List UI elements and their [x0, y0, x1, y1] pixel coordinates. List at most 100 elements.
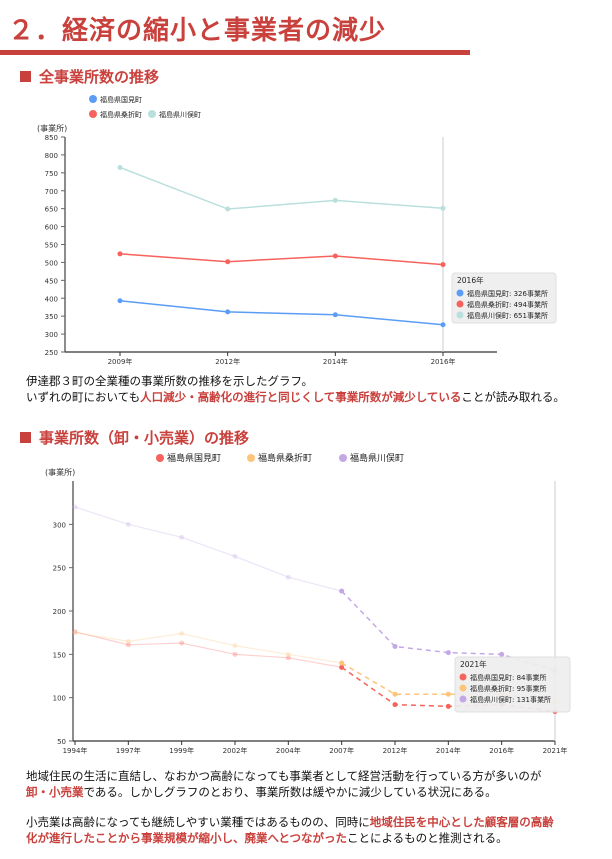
data-point	[72, 504, 78, 510]
legend-label: 福島県桑折町	[258, 452, 312, 464]
data-point	[339, 664, 345, 670]
section-heading-all: 全事業所数の推移	[20, 66, 159, 87]
tooltip-box	[454, 656, 571, 713]
section-heading-retail: 事業所数（卸・小売業）の推移	[20, 427, 249, 448]
y-axis-label: (事業所)	[37, 123, 67, 133]
y-axis-label: (事業所)	[45, 467, 75, 477]
tooltip-row: 福島県国見町: 84事業所	[470, 673, 547, 682]
para-text: である。しかしグラフのとおり、事業所数は緩やかに減少している状況にある。	[83, 785, 497, 799]
tooltip-box	[451, 272, 557, 324]
para-highlight: 人口減少・高齢化の進行と同じくして事業所数が減少している	[140, 390, 462, 404]
para-line: 伊達郡３町の全業種の事業所数の推移を示したグラフ。	[26, 374, 314, 388]
y-tick-label: 800	[45, 152, 58, 160]
y-tick-label: 500	[45, 259, 58, 267]
data-point	[339, 660, 345, 666]
y-tick-label: 300	[53, 521, 66, 529]
data-point	[332, 312, 338, 318]
data-point	[392, 702, 398, 708]
y-tick-label: 850	[45, 134, 58, 142]
legend-marker	[89, 110, 97, 118]
para-highlight: 化が進行したことから事業規模が縮小し、廃業へとつながった	[26, 831, 347, 845]
data-point	[285, 655, 291, 661]
data-point	[179, 534, 185, 540]
legend-label: 福島県国見町	[100, 95, 142, 104]
data-point	[445, 691, 451, 697]
legend-label: 福島県桑折町	[100, 110, 142, 119]
x-tick-label: 2007年	[329, 746, 354, 755]
data-point	[285, 574, 291, 580]
tooltip-row: 福島県国見町: 326事業所	[467, 289, 548, 298]
legend-marker	[247, 454, 255, 462]
tooltip-marker	[456, 311, 464, 319]
tooltip-title: 2016年	[457, 275, 484, 285]
square-bullet-icon	[20, 432, 31, 443]
section-heading-text: 事業所数（卸・小売業）の推移	[39, 429, 250, 447]
para-text: ことによるものと推測される。	[346, 831, 508, 845]
tooltip-marker	[459, 695, 467, 703]
section2-paragraph2: 小売業は高齢になっても継続しやすい業種ではあるものの、同時に地域住民を中心とした…	[26, 814, 554, 846]
data-point	[332, 253, 338, 259]
tooltip-marker	[459, 684, 467, 692]
y-tick-label: 600	[45, 224, 58, 232]
data-point	[232, 651, 238, 657]
data-point	[499, 651, 505, 657]
y-tick-label: 700	[45, 188, 58, 196]
data-point	[125, 642, 131, 648]
y-tick-label: 250	[53, 565, 66, 573]
chart-all-establishments: (事業所) 250 300 350 400 450 500 550 600 650 700 750 80…	[37, 95, 557, 366]
data-point	[392, 644, 398, 650]
tooltip-marker	[459, 673, 467, 681]
para-text: いずれの町においても	[26, 390, 141, 404]
legend-label: 福島県国見町	[167, 452, 221, 464]
legend-marker	[156, 454, 164, 462]
data-point	[117, 164, 123, 170]
data-point	[72, 630, 78, 636]
data-point	[225, 309, 231, 315]
data-point	[440, 322, 446, 328]
para-highlight: 卸・小売業	[26, 785, 84, 799]
data-point	[125, 638, 131, 644]
y-tick-label: 750	[45, 170, 58, 178]
section2-paragraph1: 地域住民の生活に直結し、なおかつ高齢になっても事業者として経営活動を行っている方…	[26, 768, 541, 800]
y-tick-label: 50	[57, 738, 66, 746]
legend-marker	[339, 454, 347, 462]
x-tick-label: 2009年	[108, 357, 133, 366]
series-line	[119, 300, 444, 326]
tooltip-marker	[456, 289, 464, 297]
y-tick-label: 300	[45, 331, 58, 339]
title-underline	[0, 50, 470, 55]
data-point	[339, 588, 345, 594]
series-line	[119, 253, 444, 266]
x-tick-label: 2016年	[431, 357, 456, 366]
y-tick-label: 200	[53, 608, 66, 616]
data-point	[72, 629, 78, 635]
series-line-faded	[74, 506, 342, 592]
data-point	[285, 651, 291, 657]
section1-paragraph: 伊達郡３町の全業種の事業所数の推移を示したグラフ。 いずれの町においても人口減少…	[26, 373, 565, 405]
x-tick-label: 2012年	[383, 746, 408, 755]
legend-label: 福島県川俣町	[159, 110, 201, 119]
y-tick-label: 100	[53, 695, 66, 703]
x-tick-label: 2016年	[489, 746, 514, 755]
data-point	[225, 259, 231, 265]
tooltip-row: 福島県川俣町: 131事業所	[470, 695, 551, 704]
data-point	[440, 262, 446, 268]
tooltip-marker	[456, 300, 464, 308]
chart-retail-establishments: (事業所) 50 100 150 200 250 300 1994年 1997年 1999年 200…	[45, 452, 571, 755]
data-point	[392, 691, 398, 697]
data-point	[232, 643, 238, 649]
y-tick-label: 250	[45, 349, 58, 357]
data-point	[440, 205, 446, 211]
x-tick-label: 2012年	[215, 357, 240, 366]
y-tick-label: 450	[45, 277, 58, 285]
legend-label: 福島県川俣町	[350, 452, 404, 464]
series-line-faded	[74, 631, 342, 668]
data-point	[117, 251, 123, 257]
y-tick-label: 550	[45, 242, 58, 250]
para-text: ことが読み取れる。	[461, 390, 565, 404]
data-point	[332, 197, 338, 203]
tooltip-row: 福島県桑折町: 95事業所	[470, 684, 547, 693]
para-text: 小売業は高齢になっても継続しやすい業種ではあるものの、同時に	[26, 815, 370, 829]
x-tick-label: 1997年	[116, 746, 141, 755]
legend-marker	[148, 110, 156, 118]
